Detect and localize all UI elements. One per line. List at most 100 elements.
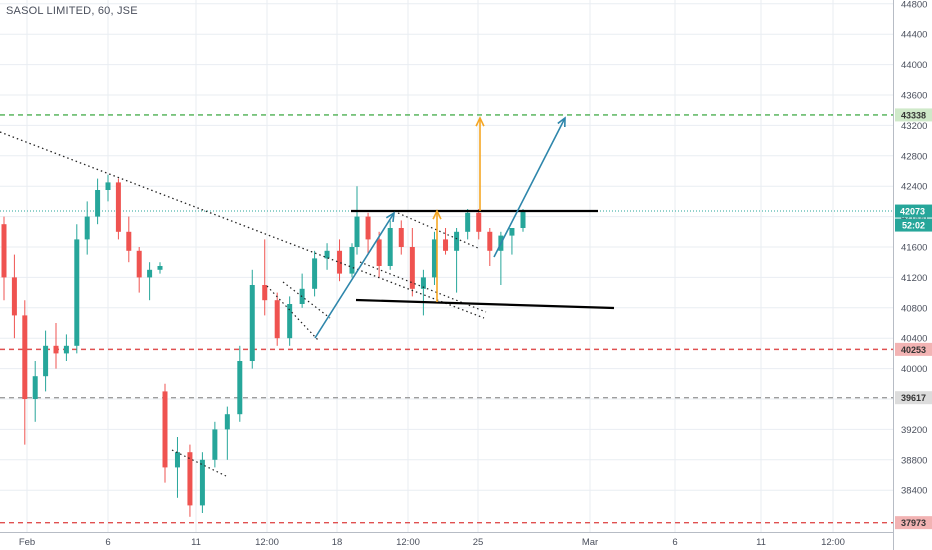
candle-body bbox=[174, 452, 180, 468]
level-price-tag bbox=[895, 516, 932, 530]
candle-body bbox=[337, 250, 343, 274]
x-tick-label: 11 bbox=[756, 537, 766, 548]
y-tick-label: 39200 bbox=[901, 425, 927, 436]
y-tick-label: 44000 bbox=[901, 60, 927, 71]
candle-body bbox=[249, 285, 255, 361]
candle-body bbox=[22, 315, 28, 399]
level-price-label: 43338 bbox=[901, 110, 926, 120]
dotted-channel-line[interactable] bbox=[266, 285, 319, 341]
y-tick-label: 42400 bbox=[901, 182, 927, 193]
blue-arrow-head bbox=[385, 211, 395, 223]
x-tick-label: 12:00 bbox=[396, 537, 420, 548]
x-tick-label: 12:00 bbox=[255, 537, 279, 548]
candle-body bbox=[212, 429, 218, 460]
candle-body bbox=[287, 304, 293, 339]
candle-body bbox=[376, 239, 382, 266]
x-tick-label: 25 bbox=[473, 537, 484, 548]
candle-body bbox=[74, 239, 80, 346]
current-price-tag bbox=[895, 204, 932, 218]
x-tick-label: Feb bbox=[19, 537, 35, 548]
dotted-channel-line[interactable] bbox=[397, 212, 479, 249]
candle-body bbox=[237, 361, 243, 415]
y-tick-label: 44800 bbox=[901, 0, 927, 10]
candle-body bbox=[387, 228, 393, 266]
candle-body bbox=[274, 300, 280, 339]
candle-body bbox=[454, 231, 460, 251]
candle-body bbox=[136, 250, 142, 278]
candle-body bbox=[324, 250, 330, 259]
level-price-label: 39617 bbox=[901, 393, 926, 403]
level-price-label: 37973 bbox=[901, 518, 926, 528]
candle-body bbox=[365, 216, 371, 240]
candle-body bbox=[157, 266, 163, 270]
candle-body bbox=[147, 269, 153, 278]
candle-body bbox=[520, 211, 526, 228]
y-tick-label: 40000 bbox=[901, 364, 927, 375]
y-tick-label: 40400 bbox=[901, 334, 927, 345]
orange-arrow-head bbox=[475, 116, 485, 127]
candle-body bbox=[1, 224, 7, 278]
chart-title: SASOL LIMITED, 60, JSE bbox=[6, 5, 138, 17]
candle-body bbox=[349, 247, 355, 274]
candle-body bbox=[187, 452, 193, 506]
x-tick-label: 11 bbox=[191, 537, 201, 548]
dotted-trendline[interactable] bbox=[0, 131, 485, 319]
candle-body bbox=[95, 190, 101, 217]
countdown-label: 52:02 bbox=[902, 221, 925, 231]
candle-body bbox=[115, 182, 121, 232]
candle-body bbox=[84, 216, 90, 240]
candle-body bbox=[312, 258, 318, 289]
candle-body bbox=[224, 414, 230, 430]
candle-body bbox=[262, 285, 268, 301]
orange-arrow-head bbox=[432, 209, 442, 220]
candle-body bbox=[32, 376, 38, 399]
countdown-tag bbox=[895, 218, 932, 232]
candle-body bbox=[431, 239, 437, 278]
candle-body bbox=[199, 459, 205, 506]
x-tick-label: Mar bbox=[582, 537, 598, 548]
level-price-label: 40253 bbox=[901, 345, 926, 355]
candle-body bbox=[465, 212, 471, 232]
candle-body bbox=[398, 228, 404, 247]
current-price-label: 42073 bbox=[900, 207, 925, 217]
level-price-tag bbox=[895, 342, 932, 356]
x-tick-label: 12:00 bbox=[821, 537, 845, 548]
candle-body bbox=[476, 212, 482, 232]
candle-body bbox=[409, 247, 415, 289]
candle-body bbox=[53, 345, 59, 354]
x-tick-label: 6 bbox=[105, 537, 110, 548]
y-tick-label: 42000 bbox=[901, 212, 927, 223]
y-tick-label: 44400 bbox=[901, 30, 927, 41]
y-tick-label: 43200 bbox=[901, 121, 927, 132]
y-tick-label: 38400 bbox=[901, 486, 927, 497]
y-tick-label: 38800 bbox=[901, 455, 927, 466]
candle-body bbox=[487, 231, 493, 251]
candle-body bbox=[162, 391, 168, 468]
dotted-channel-line[interactable] bbox=[282, 281, 331, 319]
blue-arrow[interactable] bbox=[314, 212, 395, 339]
candle-body bbox=[420, 277, 426, 289]
candle-body bbox=[43, 345, 49, 377]
blue-arrow[interactable] bbox=[493, 117, 566, 258]
y-tick-label: 42800 bbox=[901, 151, 927, 162]
candle-body bbox=[63, 345, 69, 354]
candle-body bbox=[11, 277, 17, 316]
candle-body bbox=[126, 231, 132, 251]
x-tick-label: 6 bbox=[672, 537, 677, 548]
candle-body bbox=[443, 239, 449, 251]
level-price-tag bbox=[895, 391, 932, 405]
support-line[interactable] bbox=[355, 298, 615, 310]
candle-body bbox=[105, 182, 111, 190]
candle-body bbox=[354, 216, 360, 247]
y-tick-label: 41600 bbox=[901, 243, 927, 254]
y-tick-label: 43600 bbox=[901, 91, 927, 102]
y-tick-label: 41200 bbox=[901, 273, 927, 284]
candle-body bbox=[509, 228, 515, 236]
x-tick-label: 18 bbox=[332, 537, 343, 548]
y-tick-label: 40800 bbox=[901, 303, 927, 314]
blue-arrow-head bbox=[557, 116, 566, 128]
level-price-tag bbox=[895, 108, 932, 122]
dotted-channel-line[interactable] bbox=[171, 449, 227, 477]
